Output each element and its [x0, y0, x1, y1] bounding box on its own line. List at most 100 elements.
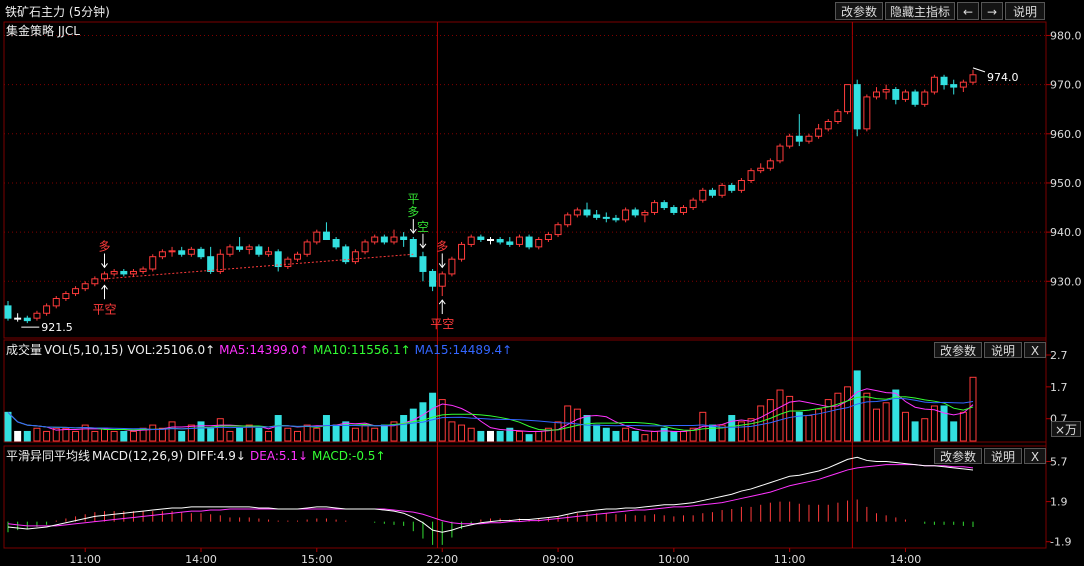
volume-bar [959, 411, 967, 442]
price-tick-label: 940.0 [1050, 226, 1082, 239]
volume-bar [342, 421, 350, 442]
candle-body [815, 128, 823, 137]
candle-body [33, 312, 41, 319]
candle-body [959, 81, 967, 88]
candle-body [921, 91, 929, 105]
candle-body [901, 91, 909, 100]
candle-body [853, 84, 861, 130]
volume-bar [110, 430, 118, 442]
candle-body [892, 89, 900, 100]
arrow-left-icon[interactable]: ← [957, 2, 979, 20]
volume-bar [834, 392, 842, 442]
volume-bar [747, 418, 755, 442]
volume-bar [728, 415, 736, 442]
signal-arrow-head [438, 263, 446, 269]
volume-bar [651, 430, 659, 442]
volume-bar [226, 430, 234, 442]
volume-bar [805, 415, 813, 442]
candle-body [911, 91, 919, 105]
chart-title: 铁矿石主力 (5分钟) [5, 5, 110, 19]
candle-body [236, 246, 244, 250]
volume-bar [554, 421, 562, 442]
volume-change-params-button[interactable]: 改参数 [934, 342, 982, 358]
macd-change-params-button[interactable]: 改参数 [934, 448, 982, 464]
price-axis: 930.0 940.0 950.0 960.0 970.0 980.0 [1046, 29, 1082, 288]
volume-bar [361, 424, 369, 442]
candle-body [660, 202, 668, 209]
volume-bar [631, 430, 639, 442]
volume-bar [911, 421, 919, 442]
volume-bar [351, 427, 359, 442]
volume-bar [409, 408, 417, 442]
macd-help-button[interactable]: 说明 [984, 448, 1022, 464]
volume-bar [477, 430, 485, 442]
macd-tick-label: 1.9 [1050, 496, 1068, 509]
arrow-right-icon[interactable]: → [981, 2, 1003, 20]
signal-label: 平空 [430, 317, 454, 331]
candle-body [110, 270, 118, 275]
candle-body [515, 236, 523, 245]
candle-body [216, 253, 224, 272]
volume-bar [544, 427, 552, 442]
time-tick-label: 14:00 [890, 553, 922, 566]
candle-body [178, 250, 186, 255]
volume-help-button[interactable]: 说明 [984, 342, 1022, 358]
signal-arrow-head [101, 263, 108, 269]
candle-body [776, 145, 784, 162]
volume-bar [187, 424, 195, 442]
time-tick-label: 11:00 [69, 553, 101, 566]
volume-bar [766, 399, 774, 442]
volume-bar [467, 427, 475, 442]
volume-bar [815, 408, 823, 442]
candle-body [91, 278, 99, 285]
candle-body [873, 91, 880, 98]
candle-body [525, 236, 533, 248]
volume-bar [120, 430, 128, 442]
volume-bar [101, 427, 108, 442]
candle-body [699, 189, 707, 201]
volume-bar [178, 430, 186, 442]
volume-bar [33, 427, 41, 442]
volume-panel-title: 成交量 VOL(5,10,15) VOL:25106.0↑ MA5:14399.0↑ M… [6, 341, 516, 358]
candle-body [786, 135, 794, 147]
volume-bar [680, 430, 687, 442]
candle-body [670, 207, 678, 213]
volume-bar [487, 430, 494, 442]
volume-bar [284, 427, 292, 442]
signal-arrow-head [419, 243, 427, 249]
volume-close-icon[interactable]: X [1024, 342, 1046, 358]
volume-bar [583, 415, 591, 442]
volume-tick-label: 1.7 [1050, 381, 1068, 394]
volume-bar [72, 430, 80, 442]
macd-value: MACD:-0.5↑ [312, 449, 386, 463]
signal-arrow-head [101, 284, 108, 290]
candle-body [583, 209, 591, 216]
change-params-button[interactable]: 改参数 [835, 2, 883, 20]
volume-bar [612, 430, 620, 442]
volume-bar [737, 421, 745, 442]
volume-bar [332, 424, 340, 442]
signal-label: 多 [98, 239, 110, 253]
candle-body [313, 231, 321, 243]
time-tick-label: 14:00 [185, 553, 217, 566]
candle-body [718, 184, 726, 196]
candle-body [834, 111, 842, 122]
macd-close-icon[interactable]: X [1024, 448, 1046, 464]
volume-bar [593, 424, 601, 442]
help-button[interactable]: 说明 [1005, 2, 1045, 20]
volume-value: VOL:25106.0↑ [127, 343, 216, 357]
candle-body [332, 239, 340, 248]
volume-bar [23, 430, 31, 442]
macd-lines [7, 456, 974, 533]
candle-body [477, 236, 485, 241]
candle-body [371, 236, 379, 243]
candle-body [139, 268, 147, 272]
time-tick-label: 11:00 [774, 553, 806, 566]
candle-body [564, 214, 572, 226]
hide-main-indicator-button[interactable]: 隐藏主指标 [885, 2, 955, 20]
signal-label: 平空 [92, 302, 116, 316]
candle-body [245, 246, 253, 250]
candle-body [284, 258, 292, 268]
volume-bar [873, 408, 880, 442]
